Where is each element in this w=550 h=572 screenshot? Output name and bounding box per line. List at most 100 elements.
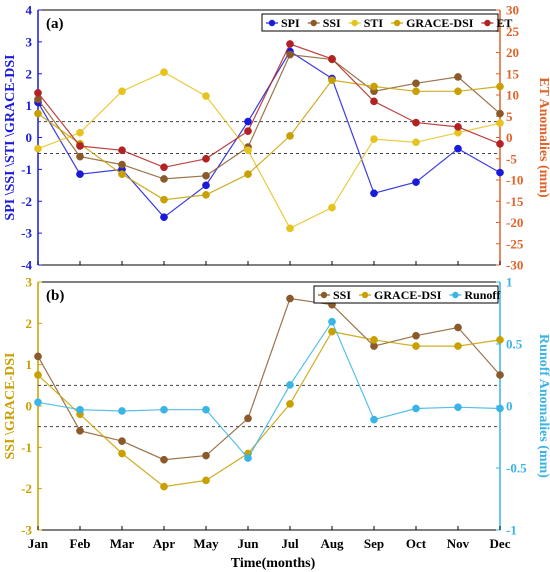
data-point-spi [160, 213, 168, 222]
data-point-sti [412, 138, 420, 147]
legend-box [313, 285, 499, 304]
right-tick-label: -10 [506, 173, 523, 188]
data-point-runoff [370, 415, 378, 424]
left-tick-label: -4 [21, 258, 32, 273]
left-tick-label: 0 [26, 130, 33, 145]
data-point-runoff [118, 407, 126, 415]
data-point-ssi [202, 171, 210, 180]
right-tick-label: -0.5 [506, 461, 527, 476]
left-axis-label: SPI \SSI \STI \GRACE-DSI [3, 54, 18, 220]
data-point-spi [76, 170, 84, 179]
data-point-grace-dsi [496, 82, 504, 91]
data-point-runoff [76, 405, 84, 414]
x-tick-label: Feb [70, 536, 91, 551]
data-point-ssi [286, 50, 294, 59]
right-tick-label: 30 [506, 3, 519, 18]
data-point-runoff [34, 398, 42, 407]
data-point-et [412, 118, 420, 127]
right-tick-label: -30 [506, 258, 523, 273]
legend: SSI GRACE-DSI Runoff [313, 285, 501, 304]
legend-marker-sti [351, 19, 358, 27]
x-tick-label: Mar [110, 536, 135, 551]
panel-b-chart: -3 -2 -1 0 1 2 3 -1 -0.5 0 0.5 1 Jan Feb Mar Apr May Jun J… [3, 275, 550, 552]
data-point-spi [370, 189, 378, 198]
right-axis-label: Runoff Anomalies (mm) [536, 334, 550, 478]
data-point-et [118, 146, 126, 155]
data-point-ssi [34, 352, 42, 361]
data-point-runoff [412, 404, 420, 413]
legend-marker-grace-dsi [361, 291, 369, 299]
data-point-runoff [202, 405, 210, 414]
data-point-ssi [454, 323, 462, 332]
data-point-grace-dsi [202, 191, 210, 199]
data-point-grace-dsi [202, 476, 210, 485]
data-point-sti [286, 224, 294, 233]
data-point-ssi [496, 109, 504, 118]
data-point-grace-dsi [370, 82, 378, 91]
data-point-runoff [328, 317, 336, 326]
legend-label-grace-dsi: GRACE-DSI [374, 288, 442, 302]
panel-label: (b) [46, 288, 64, 304]
right-tick-label: -20 [506, 215, 523, 230]
left-tick-label: 3 [26, 34, 33, 49]
data-point-grace-dsi [160, 195, 168, 204]
data-point-grace-dsi [244, 170, 252, 179]
data-point-ssi [76, 152, 84, 161]
x-tick-label: Jun [238, 536, 260, 551]
left-axis-label: SSI \GRACE-DSI [3, 353, 18, 460]
legend-label-grace-dsi: GRACE-DSI [406, 16, 474, 30]
data-point-grace-dsi [118, 449, 126, 458]
series-line-sti [37, 71, 501, 230]
series-line-et [37, 43, 501, 168]
left-tick-label: 4 [26, 3, 33, 18]
data-point-runoff [244, 454, 252, 462]
left-tick-label: -3 [21, 226, 32, 241]
data-point-spi [244, 117, 252, 126]
data-point-et [76, 142, 84, 150]
panel-a-chart: -4-3-2-101234-30-25-20-15-10-50510152025… [3, 3, 550, 273]
legend-marker-ssi [310, 19, 317, 27]
data-point-runoff [160, 405, 168, 414]
data-point-et [328, 55, 336, 63]
data-point-et [244, 127, 252, 135]
data-point-ssi [160, 175, 168, 183]
data-point-spi [496, 168, 504, 177]
right-tick-label: 0.5 [506, 337, 523, 352]
data-point-grace-dsi [328, 76, 336, 84]
data-point-runoff [286, 381, 294, 389]
data-point-ssi [412, 331, 420, 340]
right-tick-label: -15 [506, 194, 524, 209]
x-tick-label: Aug [320, 536, 344, 551]
data-point-grace-dsi [496, 336, 504, 344]
x-axis-label: Time(months) [231, 556, 316, 571]
data-point-grace-dsi [412, 87, 420, 96]
data-point-ssi [454, 73, 462, 81]
right-axis-label: ET Anomalies (mm) [536, 77, 550, 198]
data-point-spi [202, 181, 210, 190]
data-point-ssi [118, 160, 126, 169]
legend-marker-spi [268, 19, 276, 27]
x-tick-label: Nov [447, 536, 470, 551]
series-line-runoff [37, 320, 501, 460]
data-point-ssi [286, 294, 294, 303]
right-tick-label: 20 [506, 45, 519, 60]
legend-label-spi: SPI [281, 16, 300, 30]
right-tick-label: -25 [506, 236, 524, 251]
data-point-et [454, 123, 462, 131]
right-tick-label: 1 [506, 275, 513, 290]
left-tick-label: -1 [21, 162, 32, 177]
right-tick-label: 25 [506, 24, 520, 39]
data-point-ssi [244, 414, 252, 423]
legend-marker-runoff [452, 291, 459, 299]
data-point-et [160, 163, 168, 172]
legend-marker-ssi [320, 291, 328, 299]
left-tick-label: 0 [26, 399, 33, 414]
data-point-spi [412, 178, 420, 186]
data-point-ssi [412, 79, 420, 88]
x-tick-label: May [193, 536, 219, 551]
right-tick-label: 15 [506, 66, 520, 81]
left-tick-label: -3 [21, 523, 32, 538]
legend-label-et: ET [496, 16, 512, 30]
data-point-grace-dsi [118, 170, 126, 179]
